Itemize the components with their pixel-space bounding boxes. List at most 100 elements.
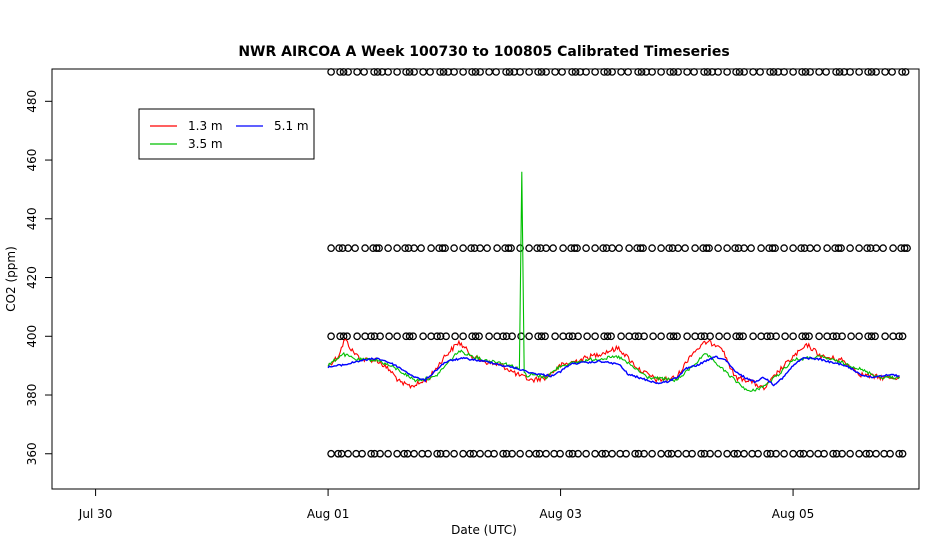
marker-circle bbox=[862, 449, 870, 458]
marker-circle bbox=[401, 244, 409, 253]
marker-circle bbox=[700, 68, 708, 76]
marker-circle bbox=[735, 68, 744, 76]
marker-circle bbox=[829, 449, 837, 458]
marker-circle bbox=[763, 332, 771, 341]
marker-circle bbox=[410, 68, 418, 76]
marker-circle bbox=[499, 449, 507, 458]
marker-circle bbox=[393, 244, 401, 253]
marker-circle bbox=[665, 244, 673, 253]
marker-circle bbox=[634, 68, 642, 76]
marker-circle bbox=[375, 244, 383, 253]
marker-circle bbox=[525, 68, 533, 76]
x-tick-label: Aug 03 bbox=[539, 507, 582, 521]
marker-circle bbox=[832, 332, 841, 341]
y-tick-label: 420 bbox=[25, 266, 39, 289]
marker-circle bbox=[404, 244, 413, 253]
marker-circle bbox=[903, 244, 911, 253]
marker-circle bbox=[700, 332, 709, 341]
marker-circle bbox=[441, 244, 449, 253]
marker-circle bbox=[516, 68, 524, 76]
marker-circle bbox=[734, 244, 743, 253]
marker-circle bbox=[372, 244, 381, 253]
marker-circle bbox=[781, 332, 789, 341]
marker-circle bbox=[360, 68, 368, 76]
marker-circle bbox=[822, 68, 830, 76]
marker-circle bbox=[450, 244, 458, 253]
marker-circle bbox=[805, 332, 813, 341]
marker-circle bbox=[343, 332, 351, 341]
marker-circle bbox=[424, 449, 432, 458]
marker-circle bbox=[829, 332, 837, 341]
marker-circle bbox=[537, 68, 546, 76]
marker-circle bbox=[872, 68, 880, 76]
marker-circle bbox=[583, 332, 591, 341]
marker-circle bbox=[664, 449, 672, 458]
marker-circle bbox=[470, 244, 479, 253]
marker-circle bbox=[505, 68, 514, 76]
marker-circle bbox=[335, 244, 343, 253]
marker-circle bbox=[582, 449, 590, 458]
marker-circle bbox=[668, 244, 677, 253]
marker-circle bbox=[466, 449, 474, 458]
marker-circle bbox=[591, 68, 599, 76]
series-line-1-3-m bbox=[327, 339, 900, 391]
marker-circle bbox=[756, 68, 764, 76]
marker-circle bbox=[339, 332, 348, 341]
marker-circle bbox=[490, 449, 498, 458]
marker-circle bbox=[796, 449, 804, 458]
marker-circle bbox=[898, 449, 907, 458]
marker-circle bbox=[327, 68, 335, 76]
marker-circle bbox=[393, 332, 401, 341]
marker-circle bbox=[714, 68, 722, 76]
marker-circle bbox=[459, 68, 467, 76]
marker-circle bbox=[838, 332, 846, 341]
marker-circle bbox=[749, 332, 757, 341]
marker-circle bbox=[436, 449, 445, 458]
marker-circle bbox=[863, 244, 871, 253]
marker-circle bbox=[537, 332, 546, 341]
x-axis-label: Date (UTC) bbox=[451, 523, 517, 537]
marker-circle bbox=[608, 68, 616, 76]
marker-circle bbox=[634, 332, 643, 341]
marker-circle bbox=[551, 332, 559, 341]
y-tick-label: 480 bbox=[25, 90, 39, 113]
marker-circle bbox=[405, 332, 414, 341]
marker-circle bbox=[525, 449, 533, 458]
marker-circle bbox=[384, 244, 392, 253]
marker-circle bbox=[516, 449, 524, 458]
marker-circle bbox=[697, 332, 705, 341]
marker-circle bbox=[789, 244, 797, 253]
marker-circle bbox=[681, 244, 689, 253]
y-tick-label: 360 bbox=[25, 442, 39, 465]
marker-circle bbox=[657, 68, 665, 76]
marker-circle bbox=[648, 68, 656, 76]
marker-circle bbox=[889, 244, 897, 253]
marker-circle bbox=[772, 449, 780, 458]
marker-circle bbox=[766, 332, 775, 341]
marker-circle bbox=[780, 244, 788, 253]
marker-circle bbox=[634, 449, 643, 458]
marker-circle bbox=[370, 68, 378, 76]
marker-circle bbox=[780, 449, 788, 458]
marker-circle bbox=[591, 332, 599, 341]
marker-circle bbox=[706, 449, 714, 458]
marker-circle bbox=[706, 332, 714, 341]
marker-circle bbox=[373, 68, 382, 76]
marker-circle bbox=[683, 332, 691, 341]
marker-circle bbox=[602, 244, 611, 253]
marker-circle bbox=[334, 449, 342, 458]
marker-circle bbox=[393, 449, 401, 458]
marker-circle bbox=[559, 244, 567, 253]
marker-circle bbox=[438, 244, 447, 253]
marker-circle bbox=[400, 449, 408, 458]
marker-circle bbox=[723, 332, 731, 341]
marker-circle bbox=[402, 68, 410, 76]
marker-circle bbox=[881, 68, 889, 76]
marker-circle bbox=[504, 244, 513, 253]
marker-circle bbox=[837, 244, 845, 253]
marker-circle bbox=[542, 449, 550, 458]
y-tick-label: 440 bbox=[25, 207, 39, 230]
marker-circle bbox=[864, 68, 872, 76]
marker-circle bbox=[492, 68, 500, 76]
y-tick-label: 380 bbox=[25, 384, 39, 407]
